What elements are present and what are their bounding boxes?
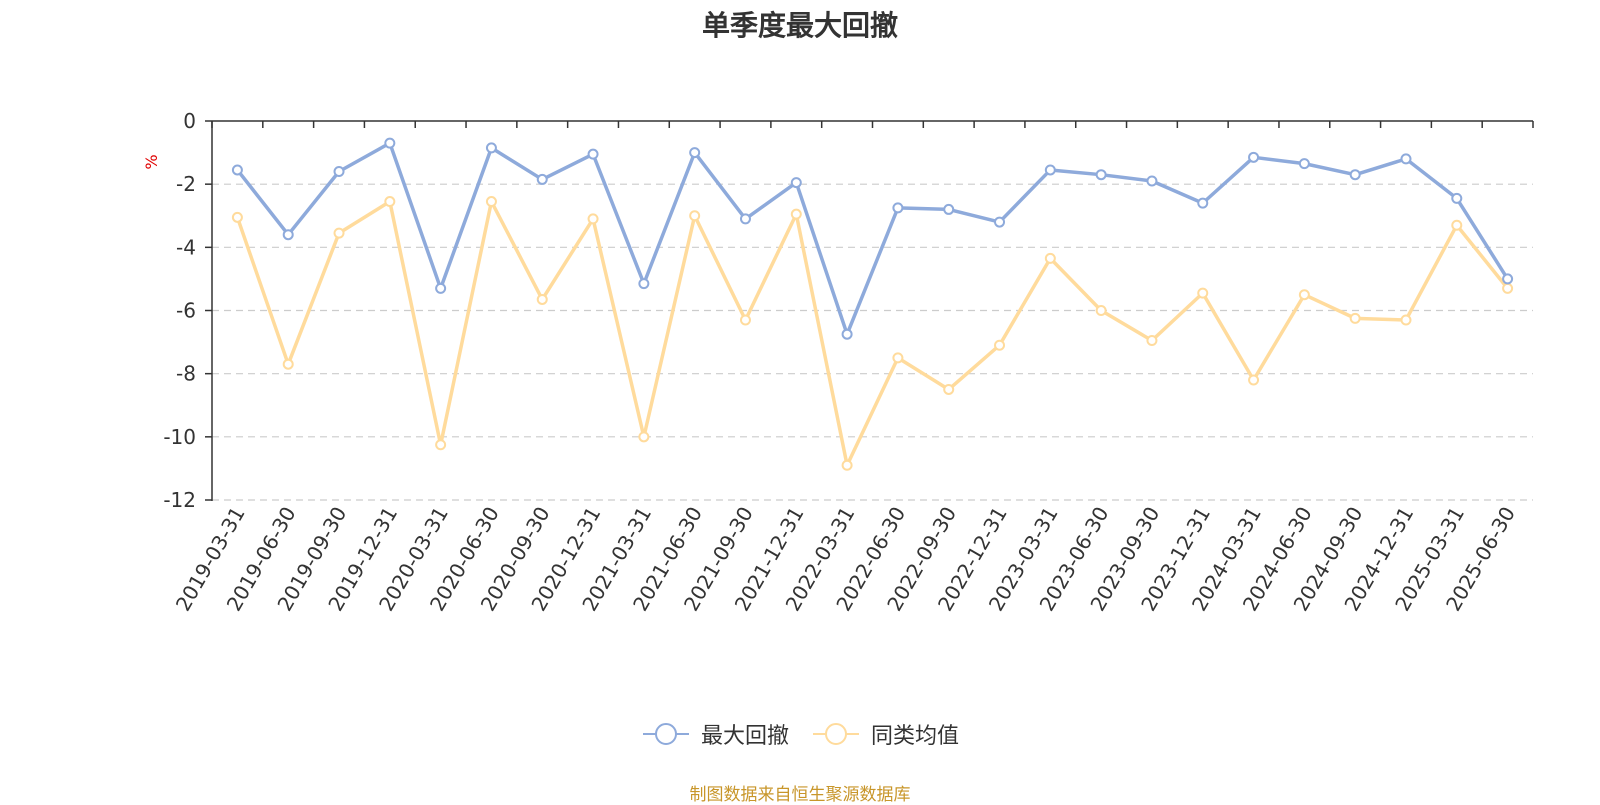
data-point[interactable] — [1248, 151, 1260, 163]
legend-marker-icon — [642, 723, 689, 745]
data-point[interactable] — [536, 173, 548, 185]
data-point[interactable] — [1451, 219, 1463, 231]
data-point[interactable] — [1248, 374, 1260, 386]
data-point[interactable] — [384, 196, 396, 208]
legend-marker-icon — [813, 723, 859, 745]
y-tick-label: -12 — [163, 488, 196, 512]
data-point[interactable] — [1502, 282, 1514, 294]
data-point[interactable] — [689, 147, 701, 159]
data-point[interactable] — [1197, 287, 1209, 299]
source-note: 制图数据来自恒生聚源数据库 — [689, 785, 911, 805]
data-point[interactable] — [1400, 153, 1412, 165]
legend-label: 最大回撤 — [700, 724, 789, 749]
data-point[interactable] — [1095, 169, 1107, 181]
data-point[interactable] — [587, 213, 599, 225]
data-point[interactable] — [841, 459, 853, 471]
data-point[interactable] — [485, 142, 497, 154]
y-tick-label: -8 — [176, 362, 196, 386]
legend-item[interactable]: 同类均值 — [811, 718, 959, 750]
data-point[interactable] — [384, 137, 396, 149]
series-layer — [231, 137, 1514, 471]
axes: 0-2-4-6-8-10-122019-03-312019-06-302019-… — [163, 109, 1534, 615]
data-point[interactable] — [638, 278, 650, 290]
data-point[interactable] — [333, 227, 345, 239]
chart-title: 单季度最大回撤 — [701, 9, 898, 42]
data-point[interactable] — [1146, 335, 1158, 347]
legend: 最大回撤 同类均值 — [0, 718, 1600, 750]
data-point[interactable] — [435, 282, 447, 294]
series-0 — [231, 137, 1514, 340]
data-point[interactable] — [536, 293, 548, 305]
data-point[interactable] — [282, 358, 294, 370]
data-point[interactable] — [1349, 312, 1361, 324]
data-point[interactable] — [1044, 164, 1056, 176]
data-point[interactable] — [282, 229, 294, 241]
data-point[interactable] — [943, 203, 955, 215]
data-point[interactable] — [1298, 158, 1310, 170]
data-point[interactable] — [231, 164, 243, 176]
data-point[interactable] — [892, 202, 904, 214]
data-point[interactable] — [485, 196, 497, 208]
y-tick-label: -10 — [163, 425, 196, 449]
y-tick-label: -4 — [176, 235, 196, 259]
data-point[interactable] — [333, 166, 345, 178]
data-point[interactable] — [587, 148, 599, 160]
data-point[interactable] — [1349, 169, 1361, 181]
data-point[interactable] — [892, 352, 904, 364]
legend-item[interactable]: 最大回撤 — [641, 718, 789, 750]
data-point[interactable] — [994, 216, 1006, 228]
data-point[interactable] — [231, 211, 243, 223]
series-1 — [231, 196, 1514, 471]
data-point[interactable] — [689, 210, 701, 222]
y-axis-label: % — [142, 154, 161, 169]
y-tick-label: -6 — [176, 299, 196, 323]
data-point[interactable] — [739, 314, 751, 326]
data-point[interactable] — [1298, 289, 1310, 301]
data-point[interactable] — [435, 439, 447, 451]
data-point[interactable] — [638, 431, 650, 443]
grid-lines — [212, 183, 1533, 501]
data-point[interactable] — [1044, 252, 1056, 264]
series-line — [235, 141, 1510, 336]
data-point[interactable] — [1197, 197, 1209, 209]
series-line — [235, 199, 1510, 468]
data-point[interactable] — [739, 213, 751, 225]
data-point[interactable] — [1146, 175, 1158, 187]
data-point[interactable] — [790, 177, 802, 189]
y-tick-label: 0 — [183, 109, 196, 133]
data-point[interactable] — [790, 208, 802, 220]
legend-label: 同类均值 — [871, 724, 960, 749]
data-point[interactable] — [1095, 305, 1107, 316]
data-point[interactable] — [994, 339, 1006, 351]
y-tick-label: -2 — [176, 172, 196, 196]
data-point[interactable] — [841, 328, 853, 340]
data-point[interactable] — [1400, 314, 1412, 326]
line-chart: 0-2-4-6-8-10-122019-03-312019-06-302019-… — [142, 109, 1534, 615]
data-point[interactable] — [943, 383, 955, 395]
data-point[interactable] — [1451, 192, 1463, 204]
data-point[interactable] — [1502, 273, 1514, 285]
